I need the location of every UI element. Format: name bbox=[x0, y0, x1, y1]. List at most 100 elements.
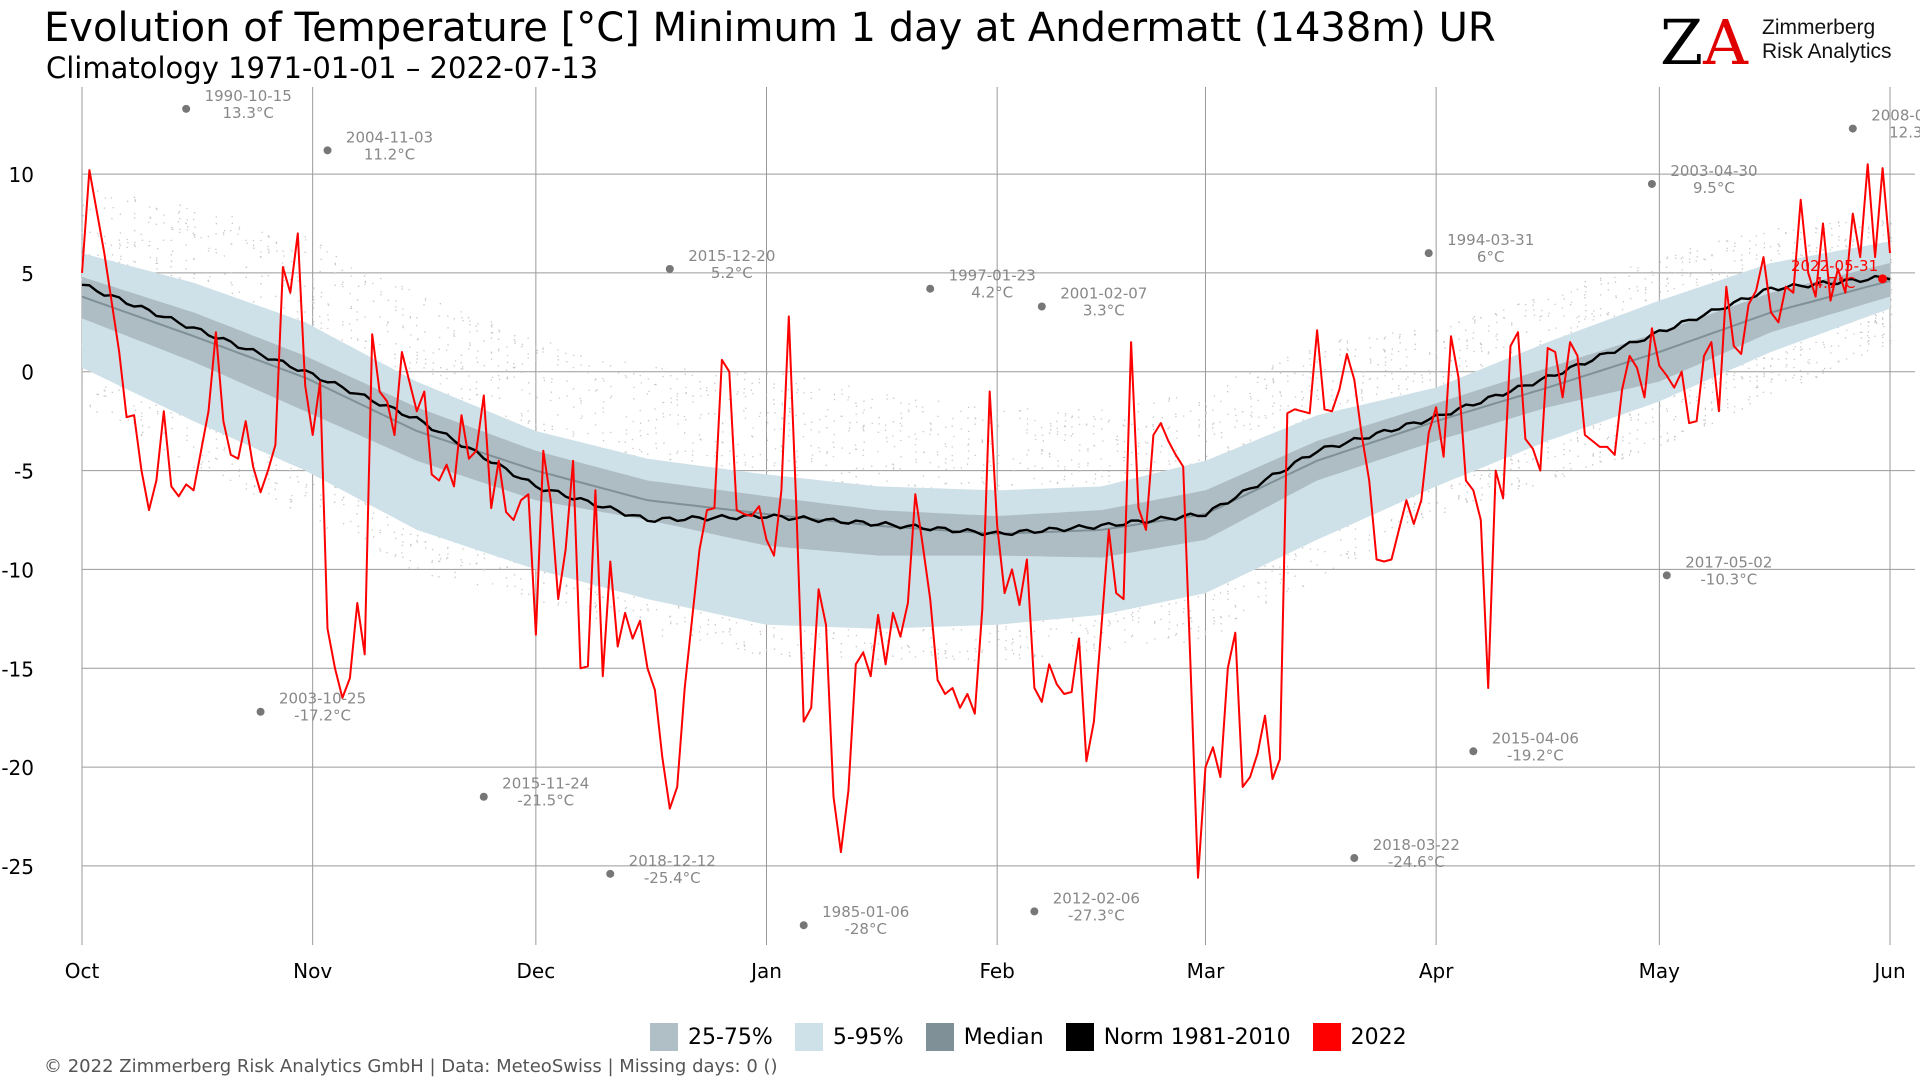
y-tick-label: 0 bbox=[21, 361, 34, 385]
x-tick-label: May bbox=[1639, 959, 1681, 983]
extreme-date-label: 1994-03-31 bbox=[1447, 231, 1534, 249]
extreme-date-label: 2008-05-27 bbox=[1871, 107, 1920, 125]
chart-legend: 25-75% 5-95% Median Norm 1981-2010 2022 bbox=[650, 1020, 1429, 1054]
legend-item-5-95: 5-95% bbox=[794, 1023, 904, 1051]
logo-z-glyph: Z bbox=[1660, 10, 1703, 72]
extreme-point bbox=[799, 921, 808, 930]
extreme-point bbox=[1469, 747, 1478, 756]
y-tick-label: -10 bbox=[1, 558, 34, 582]
extreme-point bbox=[1030, 907, 1039, 916]
extreme-point bbox=[1424, 249, 1433, 258]
current-date-label: 2022-05-31 bbox=[1791, 257, 1878, 275]
x-tick-label: Mar bbox=[1187, 959, 1226, 983]
series-2022-line bbox=[81, 163, 1891, 879]
company-logo: ZA Zimmerberg Risk Analytics bbox=[1660, 10, 1900, 72]
extreme-value-label: -17.2°C bbox=[294, 707, 351, 725]
extreme-date-label: 2001-02-07 bbox=[1060, 285, 1147, 303]
legend-item-2022: 2022 bbox=[1312, 1023, 1407, 1051]
extreme-point bbox=[1848, 124, 1857, 133]
logo-name-line1: Zimmerberg bbox=[1762, 16, 1876, 39]
x-tick-label: Jan bbox=[749, 959, 782, 983]
current-value-label: 4.7°C bbox=[1814, 274, 1856, 292]
series-lines bbox=[81, 163, 1891, 879]
extreme-date-label: 2012-02-06 bbox=[1053, 889, 1140, 907]
extreme-date-label: 1990-10-15 bbox=[205, 87, 292, 105]
extreme-date-label: 2003-10-25 bbox=[279, 690, 366, 708]
axis-labels: 10 5 0 -5 -10 -15 -20 -25 Oct Nov Dec Jan Feb Mar Apr M… bbox=[1, 163, 1905, 983]
extreme-value-label: 11.2°C bbox=[364, 145, 415, 163]
logo-a-glyph: A bbox=[1702, 10, 1749, 72]
extreme-value-label: -28°C bbox=[844, 920, 886, 938]
y-tick-label: -25 bbox=[1, 855, 34, 879]
extreme-point bbox=[182, 104, 191, 113]
x-tick-label: Oct bbox=[65, 959, 100, 983]
extreme-date-label: 2015-04-06 bbox=[1492, 729, 1579, 747]
legend-swatch-norm bbox=[1065, 1023, 1094, 1051]
extreme-point bbox=[1662, 571, 1671, 580]
extreme-value-label: -24.6°C bbox=[1388, 853, 1445, 871]
legend-swatch-median bbox=[925, 1023, 954, 1051]
extreme-point bbox=[1350, 854, 1359, 863]
y-tick-label: -15 bbox=[1, 657, 34, 681]
extreme-point bbox=[479, 792, 488, 801]
legend-item-25-75: 25-75% bbox=[650, 1023, 773, 1051]
x-tick-label: Dec bbox=[517, 959, 556, 983]
extreme-date-label: 2018-03-22 bbox=[1373, 836, 1460, 854]
band-5-95 bbox=[82, 241, 1890, 629]
extreme-date-label: 1997-01-23 bbox=[949, 267, 1036, 285]
y-tick-label: 5 bbox=[21, 262, 34, 286]
legend-label-2022: 2022 bbox=[1350, 1024, 1407, 1050]
legend-swatch-25-75 bbox=[650, 1023, 678, 1051]
logo-mark-text: ZA bbox=[1660, 10, 1749, 72]
legend-swatch-5-95 bbox=[794, 1023, 823, 1051]
legend-swatch-2022 bbox=[1312, 1023, 1341, 1051]
extreme-point bbox=[1647, 179, 1656, 188]
extreme-point bbox=[256, 707, 265, 716]
extreme-date-label: 2015-11-24 bbox=[502, 775, 589, 793]
legend-item-norm: Norm 1981-2010 bbox=[1065, 1023, 1291, 1051]
extreme-date-label: 2015-12-20 bbox=[688, 247, 775, 265]
legend-label-median: Median bbox=[963, 1024, 1044, 1050]
extreme-value-label: -21.5°C bbox=[517, 792, 574, 810]
extreme-value-label: 6°C bbox=[1477, 248, 1505, 266]
legend-label-25-75: 25-75% bbox=[688, 1024, 773, 1050]
chart-title: Evolution of Temperature [°C] Minimum 1 … bbox=[44, 5, 1496, 51]
y-tick-label: -5 bbox=[14, 460, 34, 484]
extreme-value-label: 3.3°C bbox=[1083, 302, 1125, 320]
extreme-value-label: 12.3°C bbox=[1889, 124, 1920, 142]
x-tick-label: Feb bbox=[979, 959, 1014, 983]
extreme-point bbox=[1037, 302, 1046, 311]
extreme-point bbox=[665, 264, 674, 273]
extreme-date-label: 1985-01-06 bbox=[822, 903, 909, 921]
legend-label-norm: Norm 1981-2010 bbox=[1103, 1024, 1291, 1050]
x-tick-label: Nov bbox=[293, 959, 332, 983]
extreme-value-label: 13.3°C bbox=[222, 104, 273, 122]
extreme-point bbox=[606, 869, 615, 878]
legend-label-5-95: 5-95% bbox=[832, 1024, 904, 1050]
extreme-value-label: 4.2°C bbox=[971, 284, 1013, 302]
current-point bbox=[1878, 274, 1888, 284]
x-tick-label: Jun bbox=[1872, 959, 1905, 983]
norm-1981-2010-line bbox=[81, 274, 1891, 537]
logo-name-line2: Risk Analytics bbox=[1762, 40, 1892, 63]
extreme-value-label: -10.3°C bbox=[1700, 570, 1757, 588]
legend-item-median: Median bbox=[925, 1023, 1044, 1051]
y-tick-label: -20 bbox=[1, 756, 34, 780]
extreme-point bbox=[323, 146, 332, 155]
y-tick-label: 10 bbox=[9, 163, 34, 187]
extreme-date-label: 2003-04-30 bbox=[1670, 162, 1757, 180]
extreme-point bbox=[926, 284, 935, 293]
za-logo-icon: ZA bbox=[1660, 10, 1749, 72]
extreme-value-label: -25.4°C bbox=[644, 869, 701, 887]
extreme-date-label: 2017-05-02 bbox=[1685, 553, 1772, 571]
extreme-value-label: -27.3°C bbox=[1068, 906, 1125, 924]
extreme-value-label: 5.2°C bbox=[711, 264, 753, 282]
extreme-value-label: 9.5°C bbox=[1693, 179, 1735, 197]
x-tick-label: Apr bbox=[1419, 959, 1454, 983]
extreme-date-label: 2004-11-03 bbox=[346, 128, 433, 146]
extreme-date-label: 2018-12-12 bbox=[629, 852, 716, 870]
chart-subtitle: Climatology 1971-01-01 – 2022-07-13 bbox=[46, 51, 599, 85]
extreme-value-label: -19.2°C bbox=[1507, 746, 1564, 764]
